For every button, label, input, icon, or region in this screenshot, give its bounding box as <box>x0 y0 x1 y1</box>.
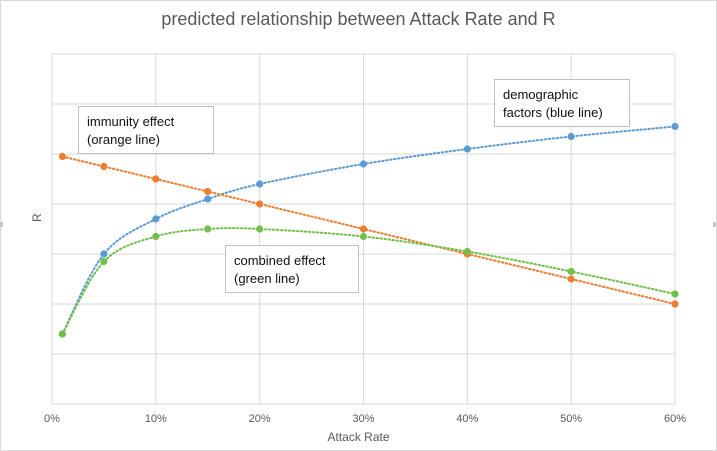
y-axis-title: R <box>30 213 44 222</box>
x-tick-label: 0% <box>44 413 60 425</box>
series-2-point <box>671 290 679 298</box>
series-2-trendline <box>61 227 676 335</box>
chart-title: predicted relationship between Attack Ra… <box>161 9 556 29</box>
series-0-point <box>671 122 679 131</box>
series-1-point <box>204 187 212 196</box>
x-tick-label: 50% <box>560 413 582 425</box>
annotation-immunity-effect: immunity effect (orange line) <box>78 106 214 154</box>
series-2-point <box>256 225 264 233</box>
x-axis-title: Attack Rate <box>327 430 390 444</box>
series-0-point <box>256 180 264 188</box>
x-tick-label: 10% <box>145 413 167 425</box>
x-tick-label: 30% <box>352 413 374 425</box>
series-1-point <box>256 200 264 208</box>
x-tick-label: 40% <box>456 413 478 425</box>
series-2-point <box>152 232 160 241</box>
series-2-point <box>463 247 471 256</box>
series-0-point <box>359 160 368 168</box>
series-1-point <box>359 225 368 233</box>
annotation-combined-effect: combined effect (green line) <box>225 245 359 293</box>
series-2-point <box>204 225 212 233</box>
series-1-trendline <box>61 155 676 305</box>
annotation-demographic-factors: demographic factors (blue line) <box>494 79 630 127</box>
series-0-point <box>100 250 108 258</box>
x-tick-label: 20% <box>249 413 271 425</box>
series-0-trendline <box>61 125 676 335</box>
series-1-point <box>567 275 575 283</box>
series-0-point <box>567 132 575 141</box>
resize-handle-right[interactable] <box>713 222 716 227</box>
series-2-point <box>58 330 66 338</box>
series-1-point <box>100 162 108 171</box>
x-tick-label: 60% <box>664 413 686 425</box>
series-0-point <box>152 215 160 223</box>
series-2-point <box>359 232 368 241</box>
series-1-point <box>58 152 66 161</box>
series-0-point <box>463 145 471 153</box>
series-0-point <box>204 195 212 203</box>
resize-handle-left[interactable] <box>0 222 3 227</box>
series-1-point <box>152 175 160 183</box>
series-2-point <box>567 267 575 276</box>
series-1-point <box>671 300 679 308</box>
series-2-point <box>100 257 108 266</box>
